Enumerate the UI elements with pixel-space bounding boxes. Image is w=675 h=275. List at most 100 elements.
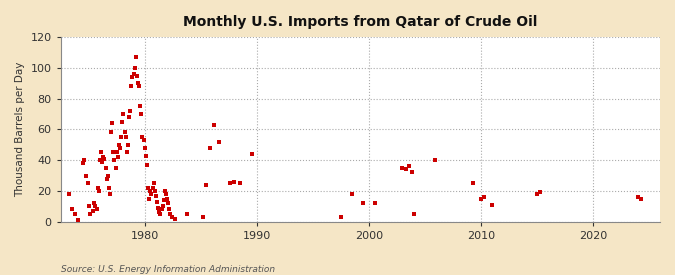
Point	[108, 150, 119, 155]
Point	[400, 167, 411, 172]
Point	[144, 196, 155, 201]
Point	[106, 130, 117, 135]
Point	[152, 200, 163, 204]
Point	[78, 161, 88, 166]
Point	[408, 212, 419, 216]
Point	[113, 155, 124, 159]
Point	[159, 198, 169, 202]
Y-axis label: Thousand Barrels per Day: Thousand Barrels per Day	[15, 62, 25, 197]
Point	[107, 121, 117, 125]
Point	[83, 204, 94, 208]
Point	[125, 109, 136, 113]
Point	[169, 216, 180, 221]
Point	[111, 150, 122, 155]
Point	[531, 192, 542, 196]
Point	[122, 150, 132, 155]
Point	[80, 173, 91, 178]
Point	[148, 181, 159, 185]
Point	[535, 190, 545, 195]
Point	[201, 183, 212, 187]
Point	[96, 150, 107, 155]
Point	[153, 206, 163, 210]
Point	[113, 143, 124, 147]
Point	[358, 201, 369, 205]
Point	[118, 112, 129, 116]
Point	[335, 215, 346, 219]
Point	[155, 212, 166, 216]
Point	[139, 146, 150, 150]
Title: Monthly U.S. Imports from Qatar of Crude Oil: Monthly U.S. Imports from Qatar of Crude…	[183, 15, 537, 29]
Point	[225, 181, 236, 185]
Point	[142, 163, 153, 167]
Point	[82, 181, 93, 185]
Point	[95, 158, 105, 162]
Point	[479, 195, 489, 199]
Point	[247, 152, 258, 156]
Point	[140, 153, 151, 158]
Point	[134, 84, 144, 89]
Point	[164, 207, 175, 212]
Point	[166, 215, 177, 219]
Point	[93, 189, 104, 193]
Point	[99, 156, 110, 161]
Point	[67, 207, 78, 212]
Point	[63, 192, 74, 196]
Point	[110, 166, 121, 170]
Text: Source: U.S. Energy Information Administration: Source: U.S. Energy Information Administ…	[61, 265, 275, 274]
Point	[79, 158, 90, 162]
Point	[132, 81, 143, 86]
Point	[135, 104, 146, 109]
Point	[234, 181, 245, 185]
Point	[126, 84, 136, 89]
Point	[163, 201, 173, 205]
Point	[117, 120, 128, 124]
Point	[159, 189, 170, 193]
Point	[70, 212, 80, 216]
Point	[88, 209, 99, 213]
Point	[100, 166, 111, 170]
Point	[346, 192, 357, 196]
Point	[92, 186, 103, 190]
Point	[123, 143, 134, 147]
Point	[136, 112, 146, 116]
Point	[109, 158, 120, 162]
Point	[165, 212, 176, 216]
Point	[120, 135, 131, 139]
Point	[229, 180, 240, 184]
Point	[146, 192, 157, 196]
Point	[151, 193, 161, 198]
Point	[132, 73, 142, 78]
Point	[468, 181, 479, 185]
Point	[157, 204, 168, 208]
Point	[103, 173, 113, 178]
Point	[404, 164, 414, 169]
Point	[124, 115, 134, 119]
Point	[429, 158, 440, 162]
Point	[137, 135, 148, 139]
Point	[91, 207, 102, 212]
Point	[370, 201, 381, 205]
Point	[116, 135, 127, 139]
Point	[101, 177, 112, 181]
Point	[115, 146, 126, 150]
Point	[142, 186, 153, 190]
Point	[138, 138, 149, 142]
Point	[89, 201, 100, 205]
Point	[632, 195, 643, 199]
Point	[119, 130, 130, 135]
Point	[475, 196, 486, 201]
Point	[162, 196, 173, 201]
Point	[198, 215, 209, 219]
Point	[209, 123, 219, 127]
Point	[487, 203, 497, 207]
Point	[128, 72, 139, 76]
Point	[90, 204, 101, 208]
Point	[149, 189, 160, 193]
Point	[182, 212, 192, 216]
Point	[72, 218, 83, 222]
Point	[84, 212, 95, 216]
Point	[129, 66, 140, 70]
Point	[407, 170, 418, 175]
Point	[127, 75, 138, 79]
Point	[636, 196, 647, 201]
